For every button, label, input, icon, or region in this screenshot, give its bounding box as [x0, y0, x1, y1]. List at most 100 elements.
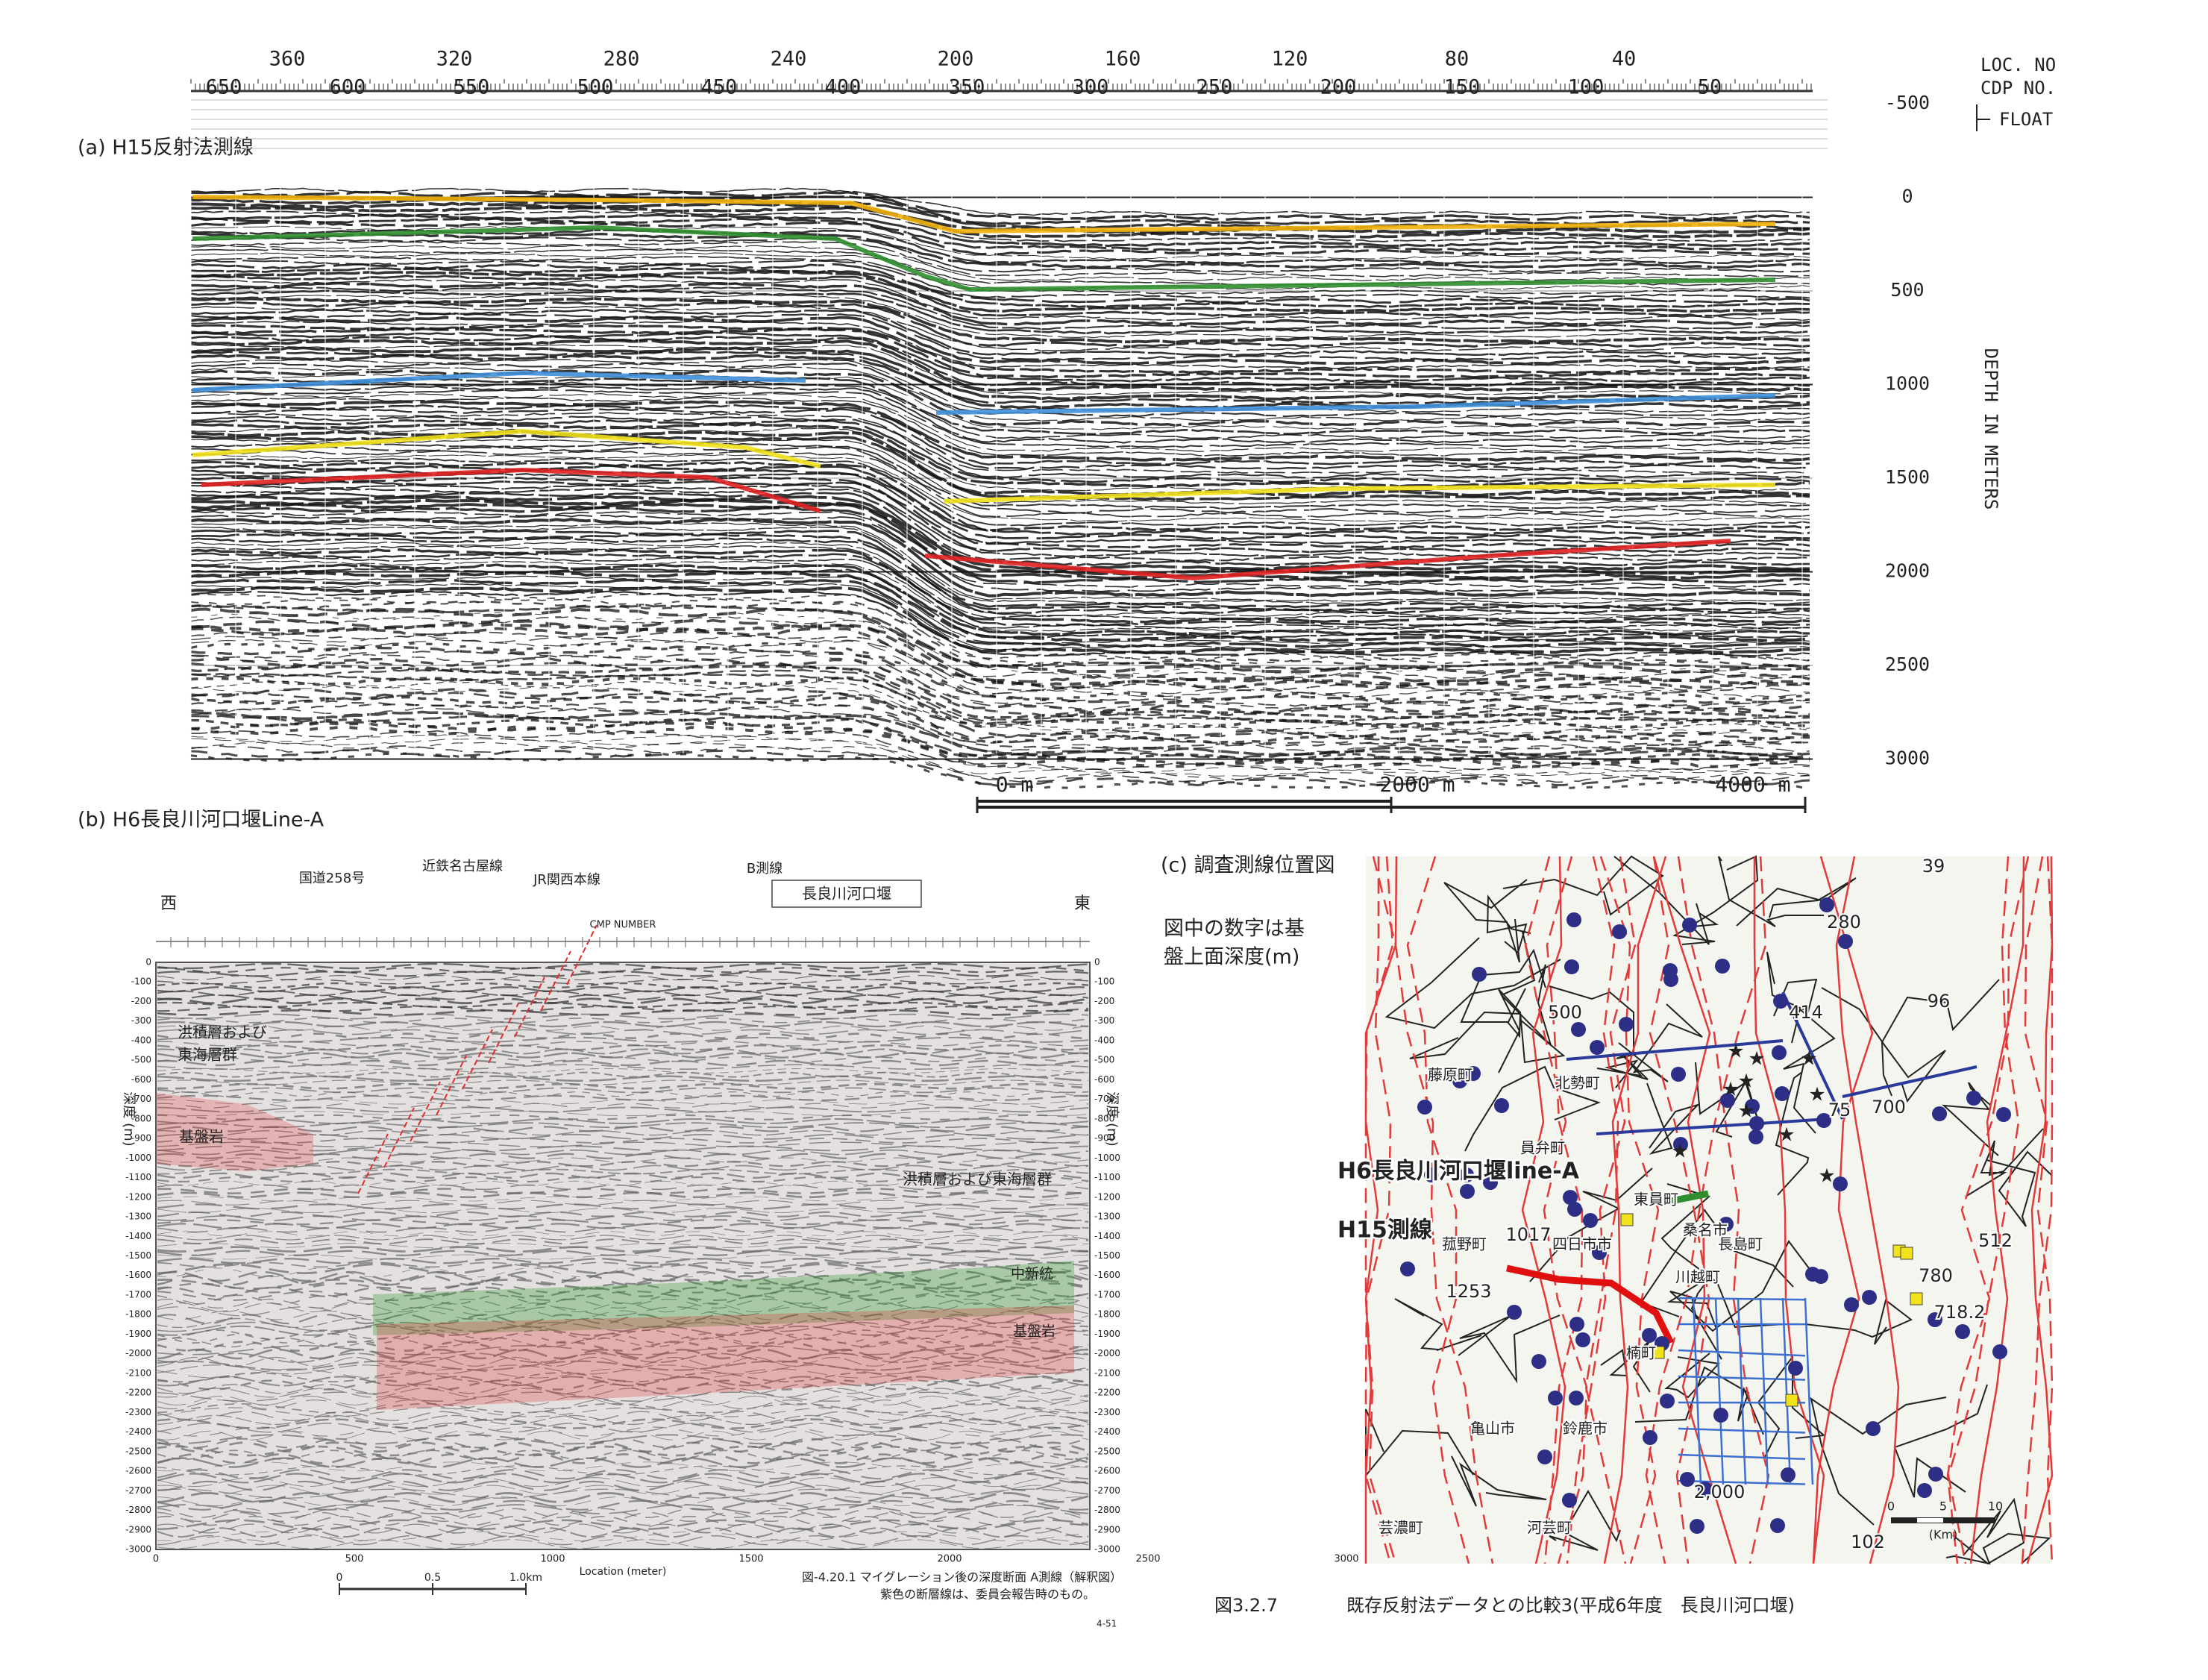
- rail-label: 近鉄名古屋線: [422, 859, 503, 874]
- depth-value: 700: [1872, 1097, 1906, 1118]
- depth-tick: -800: [1094, 1113, 1114, 1123]
- place-name: 四日市市: [1552, 1235, 1612, 1253]
- reflector: [157, 1395, 1089, 1405]
- reflector: [191, 281, 1810, 326]
- reflector: [157, 1333, 1089, 1344]
- borehole: [1838, 934, 1853, 949]
- reflector: [190, 270, 1810, 313]
- depth-value: 75: [1828, 1100, 1851, 1120]
- reflector: [157, 1257, 1089, 1264]
- borehole: [1460, 1184, 1475, 1199]
- reflector: [190, 415, 1810, 479]
- depth-tick: -1800: [1094, 1309, 1120, 1320]
- depth-tick: -2300: [125, 1407, 151, 1417]
- borehole: [1862, 1290, 1877, 1305]
- boundary: [1646, 1082, 1701, 1155]
- boundary: [1810, 1397, 1947, 1526]
- reflector: [190, 718, 1810, 762]
- reflector: [190, 517, 1810, 598]
- reflector: [157, 1263, 1089, 1275]
- depth-tick: -700: [131, 1094, 151, 1104]
- horizon: [201, 467, 821, 513]
- reflector: [190, 210, 1810, 242]
- star: ★: [1748, 1048, 1765, 1071]
- reflector: [190, 450, 1810, 518]
- place-name: 藤原町: [1428, 1066, 1472, 1084]
- reflector: [157, 1111, 1089, 1117]
- depth-tick: -2200: [125, 1388, 151, 1398]
- borehole: [1928, 1312, 1942, 1327]
- depth-tick: -1200: [1094, 1191, 1120, 1202]
- reflector: [190, 275, 1810, 318]
- reflector: [190, 343, 1810, 395]
- borehole: [1781, 1467, 1795, 1482]
- label: (c) 調査測線位置図: [1161, 854, 1335, 877]
- star: ★: [1818, 1165, 1835, 1188]
- cdp-number: 250: [1196, 76, 1233, 99]
- depth-value: 96: [1928, 991, 1951, 1012]
- depth-tick: -200: [1094, 996, 1114, 1006]
- boundary: [1766, 951, 1818, 1017]
- contour: [1649, 856, 1710, 1564]
- contour: [1566, 856, 1637, 1564]
- borehole: [1680, 1472, 1695, 1487]
- borehole: [1673, 1137, 1688, 1152]
- horizon: [192, 370, 806, 392]
- depth-tick: -2700: [125, 1485, 151, 1496]
- depth-tick: -2800: [125, 1505, 151, 1515]
- depth-tick: -2500: [1094, 1446, 1120, 1456]
- borehole: [1452, 1073, 1467, 1088]
- depth-label: 3000: [1885, 747, 1930, 769]
- cdp-number: 650: [206, 76, 242, 99]
- borehole: [1698, 1482, 1713, 1496]
- reflector: [190, 438, 1810, 505]
- marker: [1900, 1247, 1913, 1260]
- contour: [1969, 856, 2025, 1564]
- reflector: [190, 661, 1810, 717]
- contour: [1584, 856, 1627, 1564]
- reflector: [157, 1082, 1089, 1090]
- reflector: [190, 545, 1810, 621]
- boundary: [1464, 1065, 1601, 1152]
- reflector: [190, 672, 1810, 726]
- west: 西: [160, 894, 177, 913]
- depth-tick: -1100: [1094, 1172, 1120, 1182]
- star: ★: [1800, 1048, 1817, 1071]
- reflector: [157, 1052, 1089, 1059]
- reflector: [157, 1036, 1089, 1043]
- reflector: [157, 1453, 1089, 1464]
- depth-value: 1253: [1446, 1281, 1491, 1302]
- reflector: [157, 982, 1089, 989]
- boundary: [1443, 879, 1528, 963]
- borehole: [1663, 972, 1678, 987]
- reflector: [157, 1527, 1089, 1538]
- reflector: [190, 460, 1810, 532]
- reflector: [190, 630, 1810, 692]
- reflector: [190, 327, 1810, 379]
- reflector: [157, 1044, 1089, 1051]
- borehole: [1643, 1430, 1657, 1445]
- reflector: [157, 1079, 1089, 1085]
- reflector: [157, 1208, 1089, 1214]
- boundary: [1394, 1298, 1482, 1351]
- borehole: [1713, 1408, 1728, 1423]
- reflector: [157, 1364, 1089, 1375]
- reflector: [157, 1477, 1089, 1488]
- borehole: [1745, 1099, 1760, 1114]
- depth-tick: -1400: [1094, 1231, 1120, 1241]
- reflector: [190, 266, 1810, 309]
- survey-line: [1692, 1297, 1702, 1485]
- scale-label: 0: [336, 1572, 343, 1584]
- reflector: [190, 464, 1810, 536]
- depth-tick: -300: [131, 1015, 151, 1026]
- reflector: [190, 586, 1810, 655]
- reflector: [190, 221, 1810, 256]
- borehole: [1400, 1261, 1415, 1276]
- reflector: [157, 1360, 1089, 1371]
- loc-number: 120: [1272, 48, 1308, 71]
- reflector: [190, 687, 1810, 739]
- depth-tick: -2200: [1094, 1388, 1120, 1398]
- reflector: [157, 997, 1089, 1005]
- depth-tick: -3000: [125, 1544, 151, 1555]
- borehole: [1844, 1297, 1859, 1312]
